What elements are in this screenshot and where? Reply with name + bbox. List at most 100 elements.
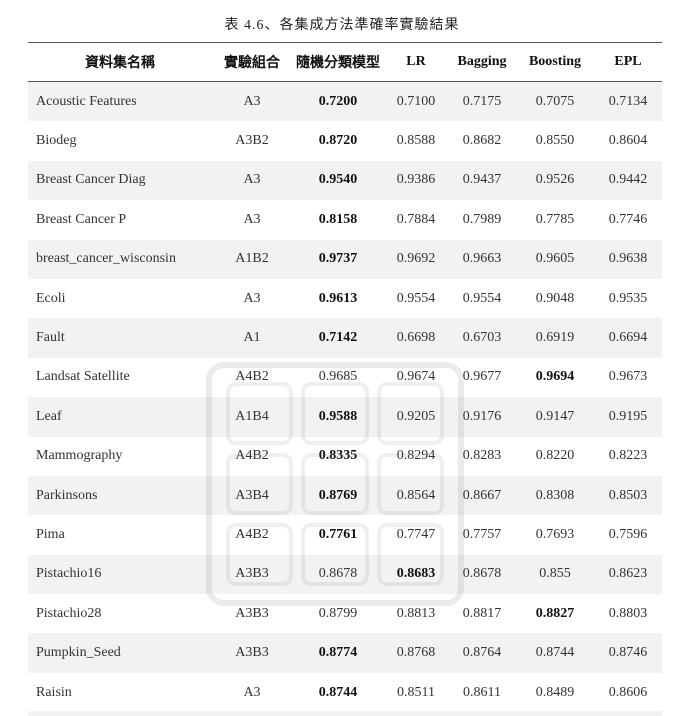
cell-boosting: 0.9147: [516, 397, 594, 437]
cell-random-classifier: 0.7142: [292, 318, 384, 358]
table-row: Pistachio16 A3B3 0.8678 0.8683 0.8678 0.855 0.…: [28, 554, 662, 595]
cell-bagging: 0.7175: [448, 81, 516, 122]
cell-combination: A3: [212, 81, 292, 122]
table-row: Pima A4B2 0.7761 0.7747 0.7757 0.7693 0.7596: [28, 515, 662, 555]
cell-combination: A4B2: [212, 436, 292, 476]
cell-bagging: 0.8682: [448, 121, 516, 161]
cell-random-classifier: 0.8799: [292, 594, 384, 634]
cell-lr: 0.7747: [384, 515, 448, 555]
cell-random-classifier: 0.8769: [292, 475, 384, 516]
cell-random-classifier: 0.8158: [292, 200, 384, 240]
cell-dataset-name: Parkinsons: [28, 475, 212, 516]
cell-combination: A1B4: [212, 397, 292, 437]
cell-dataset-name: Ecoli: [28, 278, 212, 319]
cell-random-classifier: 0.8744: [292, 672, 384, 713]
cell-combination: A3B3: [212, 594, 292, 634]
cell-bagging: 0.9176: [448, 397, 516, 437]
cell-lr: 0.8588: [384, 121, 448, 161]
table-row: Pumpkin_Seed A3B3 0.8774 0.8768 0.8764 0.8744…: [28, 633, 662, 673]
cell-bagging: 0.6703: [448, 318, 516, 358]
cell-bagging: 0.9663: [448, 239, 516, 279]
cell-lr: 0.9692: [384, 239, 448, 279]
column-header-random-classifier: 隨機分類模型: [296, 56, 380, 71]
cell-combination: A3: [212, 200, 292, 240]
cell-boosting: 0.7785: [516, 200, 594, 240]
table-caption: 表 4.6、各集成方法準確率實驗結果: [224, 18, 460, 33]
cell-boosting: 0.8308: [516, 475, 594, 516]
cell-epl: 0.8623: [594, 554, 662, 595]
cell-epl: 0.8503: [594, 475, 662, 516]
cell-random-classifier: 0.8335: [292, 436, 384, 476]
cell-lr: 0.8813: [384, 594, 448, 634]
cell-epl: 0.9195: [594, 397, 662, 437]
cell-lr: 0.8511: [384, 672, 448, 713]
cell-combination: A3B4: [212, 475, 292, 516]
table-row: Acoustic Features A3 0.7200 0.7100 0.7175 0.7…: [28, 81, 662, 122]
cell-lr: 0.9386: [384, 160, 448, 201]
cell-combination: A4B2: [212, 515, 292, 555]
table-body: Acoustic Features A3 0.7200 0.7100 0.7175 0.7…: [28, 81, 662, 713]
cell-epl: 0.8606: [594, 672, 662, 713]
cell-combination: A3: [212, 672, 292, 713]
cell-boosting: 0.7693: [516, 515, 594, 555]
cell-combination: A3B3: [212, 633, 292, 673]
table-continuation-strip: [28, 711, 662, 716]
cell-lr: 0.8768: [384, 633, 448, 673]
table-row: Mammography A4B2 0.8335 0.8294 0.8283 0.8220 0…: [28, 436, 662, 476]
cell-epl: 0.7746: [594, 200, 662, 240]
cell-boosting: 0.7075: [516, 81, 594, 122]
cell-dataset-name: Acoustic Features: [28, 81, 212, 122]
cell-dataset-name: Mammography: [28, 436, 212, 476]
cell-random-classifier: 0.7200: [292, 81, 384, 122]
cell-epl: 0.8746: [594, 633, 662, 673]
cell-epl: 0.6694: [594, 318, 662, 358]
cell-dataset-name: Fault: [28, 318, 212, 358]
cell-bagging: 0.9677: [448, 357, 516, 398]
cell-boosting: 0.9526: [516, 160, 594, 201]
cell-bagging: 0.9554: [448, 278, 516, 319]
cell-random-classifier: 0.9540: [292, 160, 384, 201]
cell-dataset-name: Raisin: [28, 672, 212, 713]
cell-dataset-name: Breast Cancer P: [28, 200, 212, 240]
cell-lr: 0.8683: [384, 554, 448, 595]
cell-bagging: 0.8667: [448, 475, 516, 516]
cell-bagging: 0.8283: [448, 436, 516, 476]
cell-epl: 0.8223: [594, 436, 662, 476]
cell-epl: 0.9535: [594, 278, 662, 319]
cell-boosting: 0.9694: [516, 357, 594, 398]
cell-bagging: 0.8764: [448, 633, 516, 673]
table-row: breast_cancer_wisconsin A1B2 0.9737 0.9692 0…: [28, 239, 662, 279]
table-row: Leaf A1B4 0.9588 0.9205 0.9176 0.9147 0.9195: [28, 397, 662, 437]
cell-random-classifier: 0.9588: [292, 397, 384, 437]
cell-epl: 0.8803: [594, 594, 662, 634]
cell-combination: A1: [212, 318, 292, 358]
table-row: Breast Cancer Diag A3 0.9540 0.9386 0.9437 0.…: [28, 160, 662, 201]
cell-dataset-name: Biodeg: [28, 121, 212, 161]
cell-lr: 0.9205: [384, 397, 448, 437]
cell-bagging: 0.8678: [448, 554, 516, 595]
cell-boosting: 0.9048: [516, 278, 594, 319]
table-row: Ecoli A3 0.9613 0.9554 0.9554 0.9048 0.9535: [28, 278, 662, 319]
table-row: Landsat Satellite A4B2 0.9685 0.9674 0.9677 0…: [28, 357, 662, 398]
cell-random-classifier: 0.8720: [292, 121, 384, 161]
cell-epl: 0.7134: [594, 81, 662, 122]
cell-random-classifier: 0.9685: [292, 357, 384, 398]
table-row: Biodeg A3B2 0.8720 0.8588 0.8682 0.8550 0.8604: [28, 121, 662, 161]
table-row: Parkinsons A3B4 0.8769 0.8564 0.8667 0.8308 0.…: [28, 475, 662, 516]
cell-epl: 0.8604: [594, 121, 662, 161]
cell-epl: 0.9442: [594, 160, 662, 201]
cell-boosting: 0.8550: [516, 121, 594, 161]
header-row: 資料集名稱 實驗組合 隨機分類模型 LR Bagging Boosting EP…: [28, 42, 662, 82]
column-header-dataset-name: 資料集名稱: [85, 56, 155, 71]
cell-bagging: 0.7989: [448, 200, 516, 240]
cell-dataset-name: Leaf: [28, 397, 212, 437]
cell-epl: 0.9638: [594, 239, 662, 279]
cell-lr: 0.6698: [384, 318, 448, 358]
cell-dataset-name: Pima: [28, 515, 212, 555]
cell-combination: A3: [212, 160, 292, 201]
cell-lr: 0.8294: [384, 436, 448, 476]
cell-dataset-name: Landsat Satellite: [28, 357, 212, 398]
cell-bagging: 0.8611: [448, 672, 516, 713]
column-header-bagging: Bagging: [457, 54, 507, 69]
cell-boosting: 0.9605: [516, 239, 594, 279]
